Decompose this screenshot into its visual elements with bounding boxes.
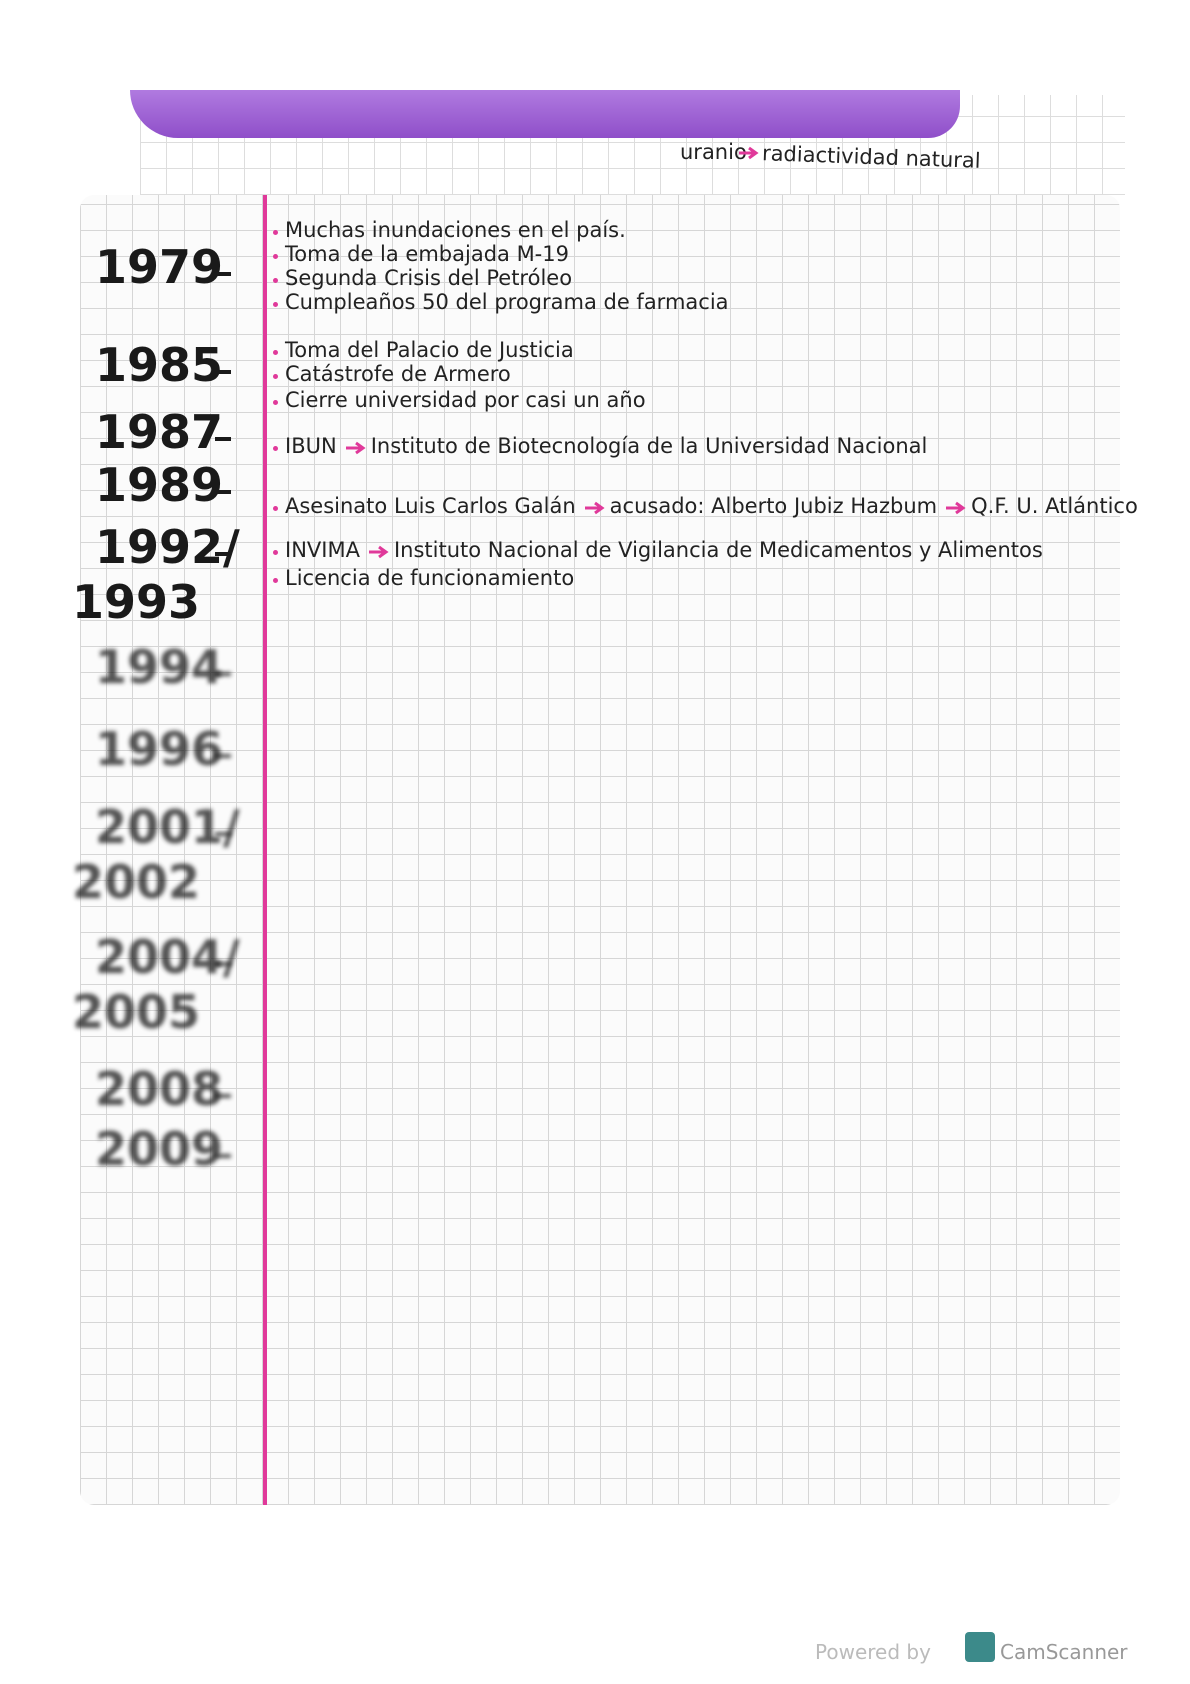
item-text: Toma del Palacio de Justicia [285, 338, 574, 362]
arrow [584, 501, 605, 515]
year: 1996 [95, 722, 224, 776]
year-dash [215, 672, 231, 676]
item-text: Segunda Crisis del Petróleo [285, 266, 573, 290]
year-dash [215, 370, 231, 374]
powered-by: Powered by [815, 1640, 931, 1664]
year-dash [215, 1094, 231, 1098]
arrow [368, 545, 389, 559]
arrow [739, 146, 759, 160]
item-text: Catástrofe de Armero [285, 362, 511, 386]
year-dash [215, 490, 231, 494]
year: 1989 [95, 458, 224, 512]
year-dash [215, 1154, 231, 1158]
year: 1993 [72, 575, 201, 629]
year: 2001/ [95, 800, 240, 854]
year: 1994 [95, 640, 224, 694]
year-dash [215, 962, 231, 966]
item-text: Licencia de funcionamiento [285, 566, 575, 590]
year-dash [215, 437, 231, 441]
bullet [273, 374, 278, 379]
margin-line [263, 195, 267, 1505]
year: 2009 [95, 1122, 224, 1176]
year-dash [215, 832, 231, 836]
year: 1992/ [95, 520, 240, 574]
bullet [273, 578, 278, 583]
item-text: Cumpleaños 50 del programa de farmacia [285, 290, 729, 314]
year-dash [215, 754, 231, 758]
bullet [273, 506, 278, 511]
item-text: INVIMA [285, 538, 360, 562]
item-text: IBUN [285, 434, 337, 458]
item-text: Q.F. U. Atlántico [971, 494, 1138, 518]
item-text: Asesinato Luis Carlos Galán [285, 494, 576, 518]
bullet [273, 446, 278, 451]
app-name: CamScanner [1000, 1640, 1128, 1664]
logo [965, 1632, 995, 1662]
bullet [273, 278, 278, 283]
year-dash [215, 552, 231, 556]
grid-paper [80, 195, 1120, 1505]
bullet [273, 550, 278, 555]
bullet [273, 230, 278, 235]
item-text: Instituto de Biotecnología de la Univers… [370, 434, 928, 458]
bullet [273, 350, 278, 355]
year: 2005 [72, 985, 201, 1039]
arrow [345, 441, 366, 455]
bullet [273, 302, 278, 307]
item-text: Instituto Nacional de Vigilancia de Medi… [393, 538, 1043, 562]
year: 2008 [95, 1062, 224, 1116]
year: 1987 [95, 405, 224, 459]
bullet [273, 400, 278, 405]
item-text: Toma de la embajada M-19 [285, 242, 569, 266]
phone [130, 90, 960, 138]
year: 1985 [95, 338, 224, 392]
item-text: Muchas inundaciones en el país. [285, 218, 626, 242]
item-text: Cierre universidad por casi un año [285, 388, 646, 412]
year-dash [215, 272, 231, 276]
year: 2004/ [95, 930, 240, 984]
arrow [946, 501, 966, 515]
year: 2002 [72, 855, 201, 909]
bullet [273, 254, 278, 259]
year: 1979 [95, 240, 224, 294]
header-fragment: uranio [680, 140, 747, 164]
item-text: acusado: Alberto Jubiz Hazbum [609, 494, 938, 518]
